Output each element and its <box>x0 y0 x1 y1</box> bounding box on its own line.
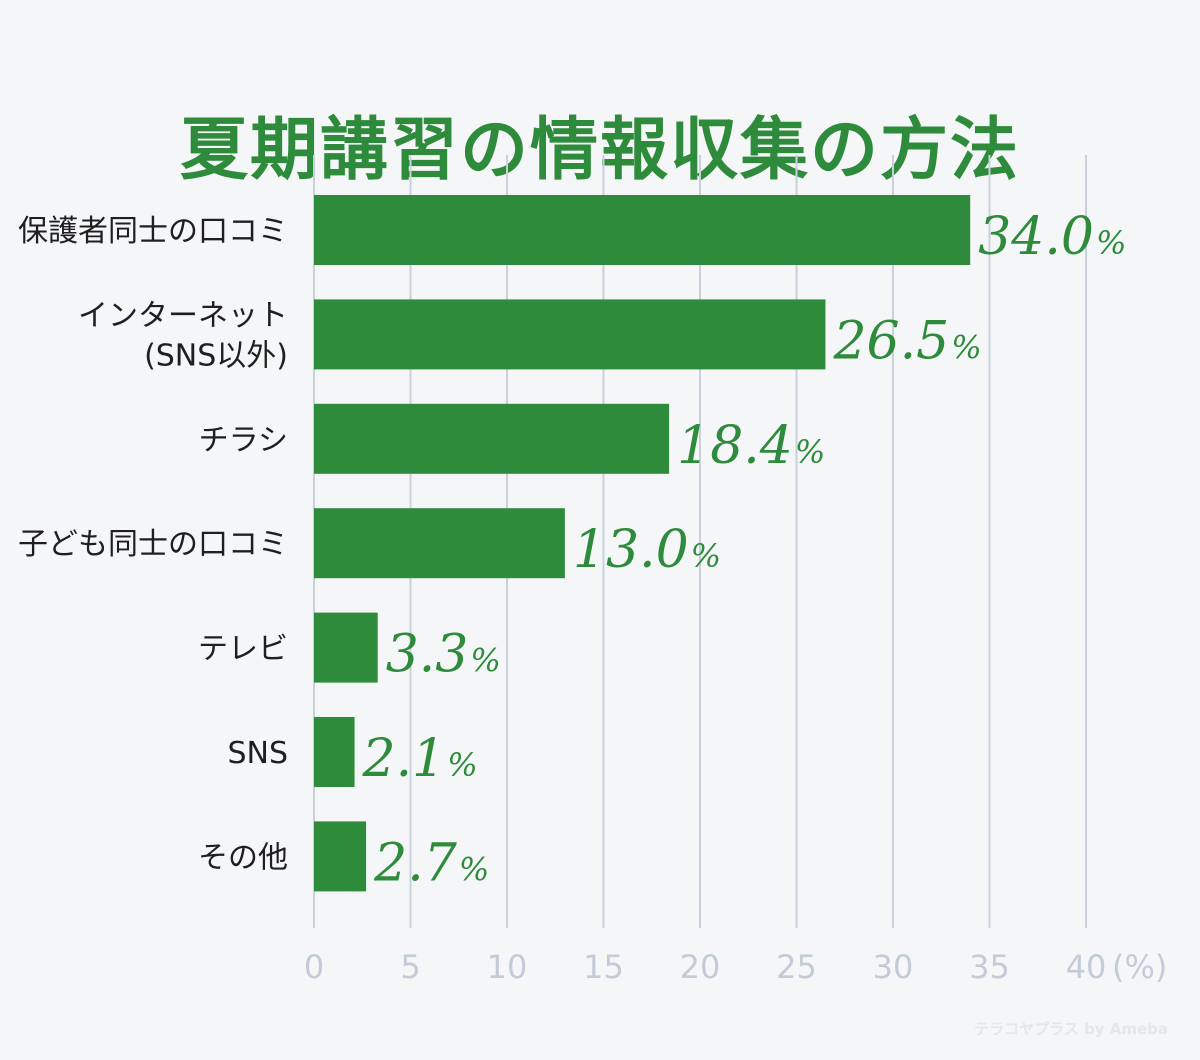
value-label: 18.4% <box>677 416 825 476</box>
category-label: チラシ <box>199 423 288 458</box>
bars <box>314 195 971 892</box>
value-label: 2.7% <box>373 833 489 893</box>
bar <box>314 299 826 370</box>
value-label: 3.3% <box>386 625 501 685</box>
bar <box>314 403 670 474</box>
x-axis-unit: (%) <box>1112 948 1167 986</box>
x-tick-label: 30 <box>873 948 914 986</box>
x-tick-label: 35 <box>969 948 1010 986</box>
category-label: テレビ <box>198 632 288 667</box>
bar <box>314 612 378 683</box>
category-label: SNS <box>227 736 288 771</box>
x-tick-label: 40 <box>1066 948 1107 986</box>
category-label: 子ども同士の口コミ <box>18 527 288 562</box>
x-tick-label: 15 <box>583 948 624 986</box>
category-label: その他 <box>198 840 288 875</box>
value-label: 34.0% <box>978 207 1126 267</box>
bar <box>314 717 355 787</box>
value-label: 13.0% <box>573 520 721 580</box>
value-label: 2.1% <box>362 729 478 789</box>
value-label: 26.5% <box>832 311 981 371</box>
x-axis-ticks: 0 5 10 15 20 25 30 35 40 (%) <box>304 948 1168 986</box>
bar <box>314 195 971 265</box>
watermark-logo: テラコヤプラス by Ameba <box>974 1020 1168 1038</box>
category-label: インターネット(SNS以外) <box>78 298 288 373</box>
x-tick-label: 0 <box>304 948 324 986</box>
bar <box>314 821 367 892</box>
category-label: 保護者同士の口コミ <box>18 214 288 249</box>
x-tick-label: 5 <box>400 948 420 986</box>
x-tick-label: 25 <box>776 948 817 986</box>
chart-title: 夏期講習の情報収集の方法 <box>179 110 1020 190</box>
bar <box>314 508 565 579</box>
x-tick-label: 10 <box>487 948 528 986</box>
x-tick-label: 20 <box>680 948 721 986</box>
